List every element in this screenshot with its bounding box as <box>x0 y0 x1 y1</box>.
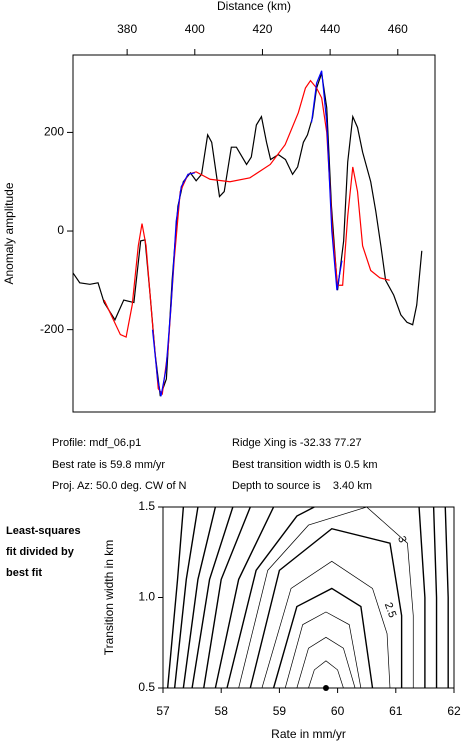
contour-line <box>308 660 344 689</box>
contour-label-bg <box>383 604 396 617</box>
contour-line <box>182 506 217 689</box>
x-tick-label: 58 <box>215 704 229 718</box>
info-text: Profile: mdf_06.p1 <box>52 437 141 449</box>
best-fit-point <box>322 685 329 691</box>
y-tick-label: 0.5 <box>138 680 155 694</box>
x-tick-label: 59 <box>273 704 287 718</box>
x-axis-label: Distance (km) <box>217 0 291 13</box>
x-tick-label: 440 <box>320 22 340 36</box>
profile-line <box>310 70 343 291</box>
x-tick-label: 420 <box>252 22 272 36</box>
profile-frame <box>72 54 436 413</box>
contour-line <box>173 506 199 689</box>
x-tick-label: 460 <box>388 22 408 36</box>
info-text: Ridge Xing is -32.33 77.27 <box>232 437 362 449</box>
info-text: Proj. Az: 50.0 deg. CW of N <box>52 480 187 492</box>
x-tick-label: 400 <box>185 22 205 36</box>
contour-line <box>444 506 449 688</box>
contour-label: 3 <box>395 535 408 545</box>
contour-line <box>238 506 414 689</box>
note-text: fit divided by <box>6 546 75 558</box>
contour-line <box>432 506 438 688</box>
contour-line <box>296 636 356 689</box>
profile-line <box>72 73 423 397</box>
contour-line <box>166 506 185 689</box>
note-text: Least-squares <box>6 525 81 537</box>
profile-line <box>151 172 195 397</box>
y-axis-label: Transition width in km <box>102 540 116 656</box>
info-text: Best transition width is 0.5 km <box>232 459 378 471</box>
x-tick-label: 61 <box>389 704 403 718</box>
contour-line <box>249 527 403 689</box>
contour-line <box>284 611 362 689</box>
contour-line <box>418 506 426 688</box>
x-axis-label: Rate in mm/yr <box>271 727 346 741</box>
x-tick-label: 380 <box>117 22 137 36</box>
contour-line <box>214 506 275 689</box>
contour-label-bg <box>395 533 408 546</box>
contour-line <box>226 506 315 689</box>
y-tick-label: 200 <box>44 125 64 139</box>
x-tick-label: 60 <box>331 704 345 718</box>
y-axis-label: Anomaly amplitude <box>2 182 16 284</box>
note-text: best fit <box>6 567 42 579</box>
y-tick-label: 0 <box>57 223 64 237</box>
info-text: Best rate is 59.8 mm/yr <box>52 459 165 471</box>
x-tick-label: 62 <box>447 704 461 718</box>
info-text: Depth to source is 3.40 km <box>232 480 372 492</box>
y-tick-label: 1.0 <box>138 590 155 604</box>
contour-label: 2.5 <box>382 601 399 619</box>
y-tick-label: 1.5 <box>138 499 155 513</box>
contour-line <box>203 506 251 689</box>
x-tick-label: 57 <box>156 704 170 718</box>
y-tick-label: -200 <box>40 322 64 336</box>
contour-line <box>272 587 374 689</box>
contour-line <box>191 506 234 689</box>
profile-line <box>103 79 390 396</box>
contour-line <box>261 560 391 689</box>
